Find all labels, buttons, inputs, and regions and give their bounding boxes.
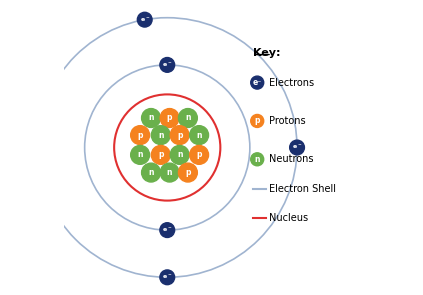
- Circle shape: [170, 145, 189, 164]
- Text: Protons: Protons: [269, 116, 306, 126]
- Text: p: p: [177, 131, 182, 140]
- Circle shape: [179, 163, 198, 182]
- Circle shape: [251, 153, 264, 166]
- Circle shape: [151, 126, 170, 145]
- Text: e$^-$: e$^-$: [140, 16, 150, 24]
- Text: e⁻: e⁻: [253, 78, 262, 87]
- Circle shape: [160, 109, 179, 127]
- Text: Electrons: Electrons: [269, 78, 314, 88]
- Circle shape: [142, 163, 160, 182]
- Text: n: n: [148, 168, 154, 177]
- Text: Key:: Key:: [253, 48, 280, 58]
- Text: e$^-$: e$^-$: [32, 144, 43, 151]
- Text: p: p: [137, 131, 143, 140]
- Circle shape: [251, 76, 264, 89]
- Text: n: n: [167, 168, 172, 177]
- Circle shape: [160, 163, 179, 182]
- Circle shape: [131, 145, 150, 164]
- Text: p: p: [255, 117, 260, 125]
- Circle shape: [160, 58, 175, 72]
- Text: e$^-$: e$^-$: [162, 226, 173, 234]
- Text: p: p: [196, 150, 202, 159]
- Circle shape: [131, 126, 150, 145]
- Text: e$^-$: e$^-$: [162, 61, 173, 69]
- Text: n: n: [185, 114, 191, 122]
- Circle shape: [251, 114, 264, 127]
- Circle shape: [160, 223, 175, 237]
- Circle shape: [290, 140, 305, 155]
- Text: e$^-$: e$^-$: [162, 273, 173, 281]
- Text: n: n: [196, 131, 202, 140]
- Text: n: n: [137, 150, 143, 159]
- Text: n: n: [158, 131, 164, 140]
- Circle shape: [190, 145, 209, 164]
- Text: n: n: [148, 114, 154, 122]
- Text: Neutrons: Neutrons: [269, 154, 313, 164]
- Text: p: p: [185, 168, 191, 177]
- Text: p: p: [167, 114, 172, 122]
- Text: n: n: [177, 150, 182, 159]
- Text: Nucleus: Nucleus: [269, 213, 308, 223]
- Circle shape: [142, 109, 160, 127]
- Circle shape: [179, 109, 198, 127]
- Circle shape: [170, 126, 189, 145]
- Text: Electron Shell: Electron Shell: [269, 184, 336, 194]
- Circle shape: [30, 140, 45, 155]
- Circle shape: [190, 126, 209, 145]
- Text: e$^-$: e$^-$: [292, 144, 302, 151]
- Text: n: n: [255, 155, 260, 164]
- Circle shape: [160, 270, 175, 285]
- Text: p: p: [158, 150, 164, 159]
- Circle shape: [151, 145, 170, 164]
- Circle shape: [137, 12, 152, 27]
